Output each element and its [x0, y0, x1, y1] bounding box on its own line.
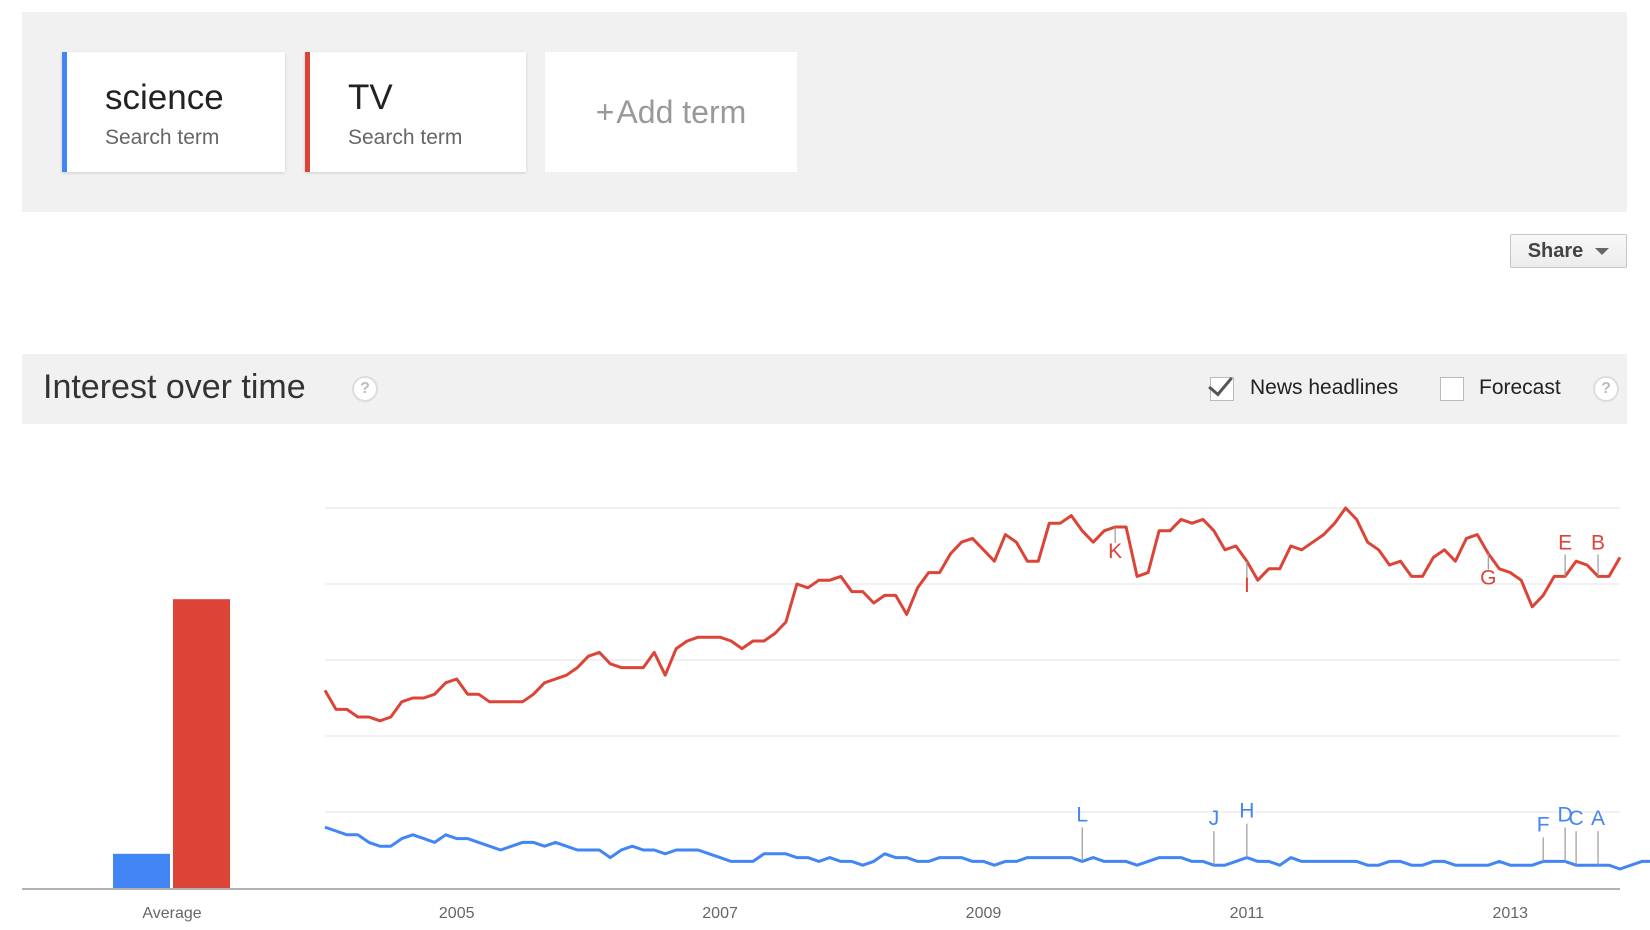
- x-tick-label: 2009: [966, 905, 1002, 922]
- average-bar-science: [113, 853, 170, 888]
- x-tick-label: 2013: [1492, 905, 1528, 922]
- news-marker-d: D: [1558, 803, 1573, 826]
- news-marker-a: A: [1591, 807, 1605, 830]
- news-headlines-label[interactable]: News headlines: [1250, 376, 1399, 399]
- term-card-tv[interactable]: TV Search term: [305, 52, 526, 172]
- news-marker-c: C: [1569, 807, 1584, 830]
- add-term-button[interactable]: + Add term: [545, 52, 797, 172]
- news-headlines-checkbox[interactable]: [1208, 370, 1234, 401]
- interest-over-time-header: Interest over time ? News headlines Fore…: [22, 354, 1627, 424]
- forecast-label[interactable]: Forecast: [1479, 376, 1561, 399]
- term-type: Search term: [348, 126, 463, 149]
- news-marker-e: E: [1558, 531, 1572, 554]
- forecast-checkbox[interactable]: [1440, 377, 1464, 401]
- term-name[interactable]: TV: [348, 78, 393, 117]
- search-terms-bar: science Search term TV Search term + Add…: [22, 12, 1627, 212]
- help-icon[interactable]: ?: [352, 376, 378, 402]
- x-tick-label: 2007: [702, 905, 738, 922]
- series-line-tv: [323, 506, 1622, 723]
- add-term-label: Add term: [616, 93, 747, 130]
- news-marker-i: I: [1244, 574, 1250, 597]
- news-marker-h: H: [1239, 800, 1254, 823]
- news-marker-j: J: [1209, 807, 1220, 830]
- average-label: Average: [142, 905, 201, 922]
- term-card-science[interactable]: science Search term: [62, 52, 285, 172]
- chevron-down-icon: [1595, 247, 1610, 255]
- section-title: Interest over time: [43, 368, 306, 406]
- forecast-help-icon[interactable]: ?: [1593, 376, 1619, 402]
- share-button[interactable]: Share: [1510, 234, 1627, 268]
- news-marker-k: K: [1108, 540, 1122, 563]
- news-marker-b: B: [1591, 531, 1605, 554]
- average-bar-tv: [173, 599, 230, 888]
- term-type: Search term: [105, 126, 220, 149]
- term-name[interactable]: science: [105, 78, 224, 117]
- x-tick-label: 2011: [1230, 905, 1265, 922]
- series-line-science: [324, 825, 1650, 871]
- news-marker-l: L: [1076, 803, 1088, 826]
- news-marker-g: G: [1480, 567, 1496, 590]
- plus-icon: +: [595, 93, 615, 130]
- news-marker-f: F: [1537, 813, 1550, 836]
- share-label: Share: [1527, 239, 1584, 262]
- x-tick-label: 2005: [439, 905, 475, 922]
